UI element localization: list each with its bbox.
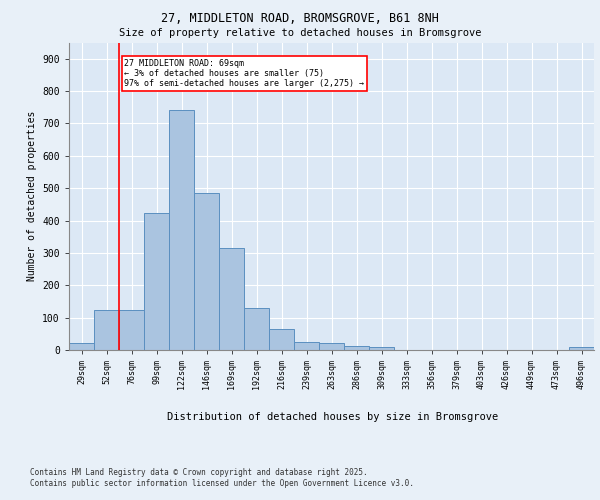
Bar [69,343,94,350]
Text: Contains HM Land Registry data © Crown copyright and database right 2025.
Contai: Contains HM Land Registry data © Crown c… [30,468,414,487]
Text: 27, MIDDLETON ROAD, BROMSGROVE, B61 8NH: 27, MIDDLETON ROAD, BROMSGROVE, B61 8NH [161,12,439,26]
Bar [194,194,219,350]
Bar [569,348,594,350]
Bar [94,310,119,350]
Bar [144,214,169,350]
Bar [219,248,244,350]
Bar [119,310,144,350]
Bar [344,346,369,350]
Text: 27 MIDDLETON ROAD: 69sqm
← 3% of detached houses are smaller (75)
97% of semi-de: 27 MIDDLETON ROAD: 69sqm ← 3% of detache… [124,58,364,88]
Bar [319,343,344,350]
Text: Size of property relative to detached houses in Bromsgrove: Size of property relative to detached ho… [119,28,481,38]
Y-axis label: Number of detached properties: Number of detached properties [27,111,37,282]
Bar [294,342,319,350]
Text: Distribution of detached houses by size in Bromsgrove: Distribution of detached houses by size … [167,412,499,422]
Bar [169,110,194,350]
Bar [369,348,394,350]
Bar [244,308,269,350]
Bar [269,329,294,350]
